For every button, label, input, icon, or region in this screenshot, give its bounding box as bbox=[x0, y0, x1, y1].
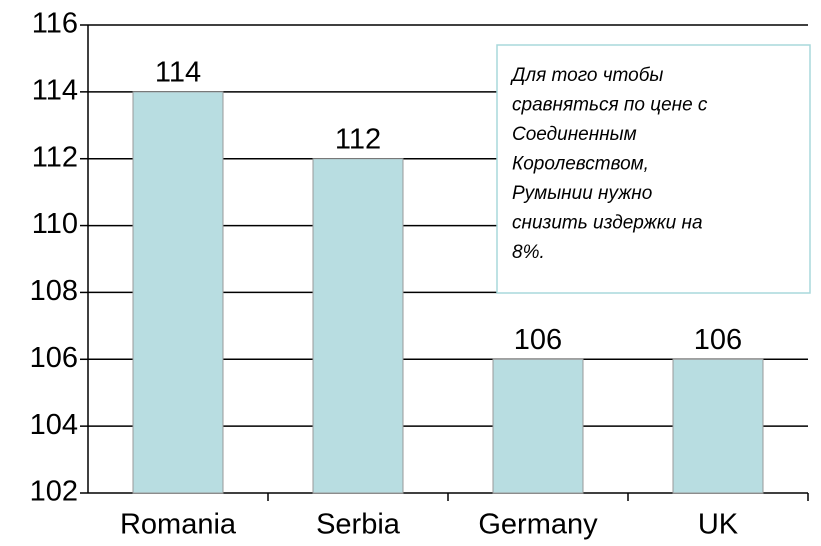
annotation-text: снизить издержки на bbox=[512, 213, 703, 234]
y-tick-label: 114 bbox=[32, 75, 78, 107]
x-tick-label: Romania bbox=[120, 509, 237, 541]
x-tick-label: UK bbox=[698, 509, 739, 541]
y-tick-label: 112 bbox=[32, 141, 78, 173]
annotation-text: сравняться по цене с bbox=[512, 95, 708, 116]
annotation-box bbox=[496, 44, 811, 294]
value-label: 112 bbox=[335, 123, 381, 155]
bar bbox=[312, 158, 404, 494]
value-label: 114 bbox=[155, 57, 201, 89]
y-tick-label: 102 bbox=[30, 476, 78, 508]
y-tick-label: 116 bbox=[32, 8, 78, 40]
x-tick-label: Serbia bbox=[316, 509, 401, 541]
annotation-text: 8%. bbox=[512, 242, 545, 263]
bar bbox=[132, 91, 224, 494]
y-tick-label: 104 bbox=[30, 409, 78, 441]
annotation-text: Для того чтобы bbox=[510, 65, 663, 86]
y-tick-label: 108 bbox=[30, 275, 78, 307]
annotation-text: Соединенным bbox=[512, 124, 637, 145]
value-label: 106 bbox=[694, 324, 742, 356]
bar bbox=[492, 358, 584, 494]
x-tick-label: Germany bbox=[478, 509, 598, 541]
y-tick-label: 106 bbox=[30, 342, 78, 374]
annotation-text: Королевством, bbox=[512, 154, 649, 175]
bar bbox=[672, 358, 764, 494]
y-tick-label: 110 bbox=[32, 208, 78, 240]
value-label: 106 bbox=[514, 324, 562, 356]
annotation-text: Румынии нужно bbox=[512, 183, 652, 204]
